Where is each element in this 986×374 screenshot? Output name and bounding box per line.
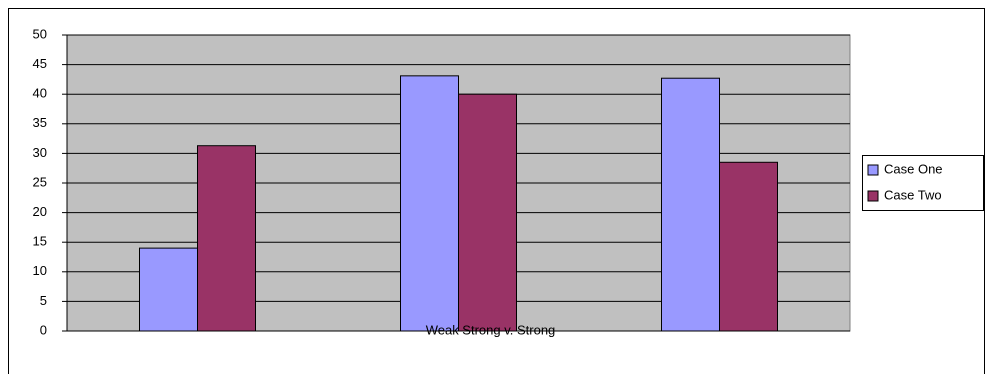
legend-label: Case One	[884, 161, 943, 176]
legend-swatch	[867, 190, 879, 202]
y-tick-label: 50	[33, 26, 47, 41]
y-tick-label: 5	[40, 293, 47, 308]
y-tick-label: 0	[40, 322, 47, 337]
y-tick-label: 35	[33, 115, 47, 130]
y-tick-label: 45	[33, 56, 47, 71]
y-tick-label: 10	[33, 263, 47, 278]
legend	[862, 155, 984, 211]
legend-swatch	[867, 164, 879, 176]
bar	[458, 93, 517, 332]
y-tick-label: 25	[33, 174, 47, 189]
legend-label: Case Two	[884, 187, 942, 202]
bar	[139, 247, 198, 332]
bar	[661, 77, 720, 332]
bar	[197, 145, 256, 332]
x-tick-label: Weak Strong v. Strong	[426, 322, 556, 337]
y-tick-label: 30	[33, 145, 47, 160]
y-tick-label: 20	[33, 204, 47, 219]
y-tick-label: 40	[33, 86, 47, 101]
y-tick-label: 15	[33, 234, 47, 249]
bar	[719, 161, 778, 332]
bar	[400, 75, 459, 332]
